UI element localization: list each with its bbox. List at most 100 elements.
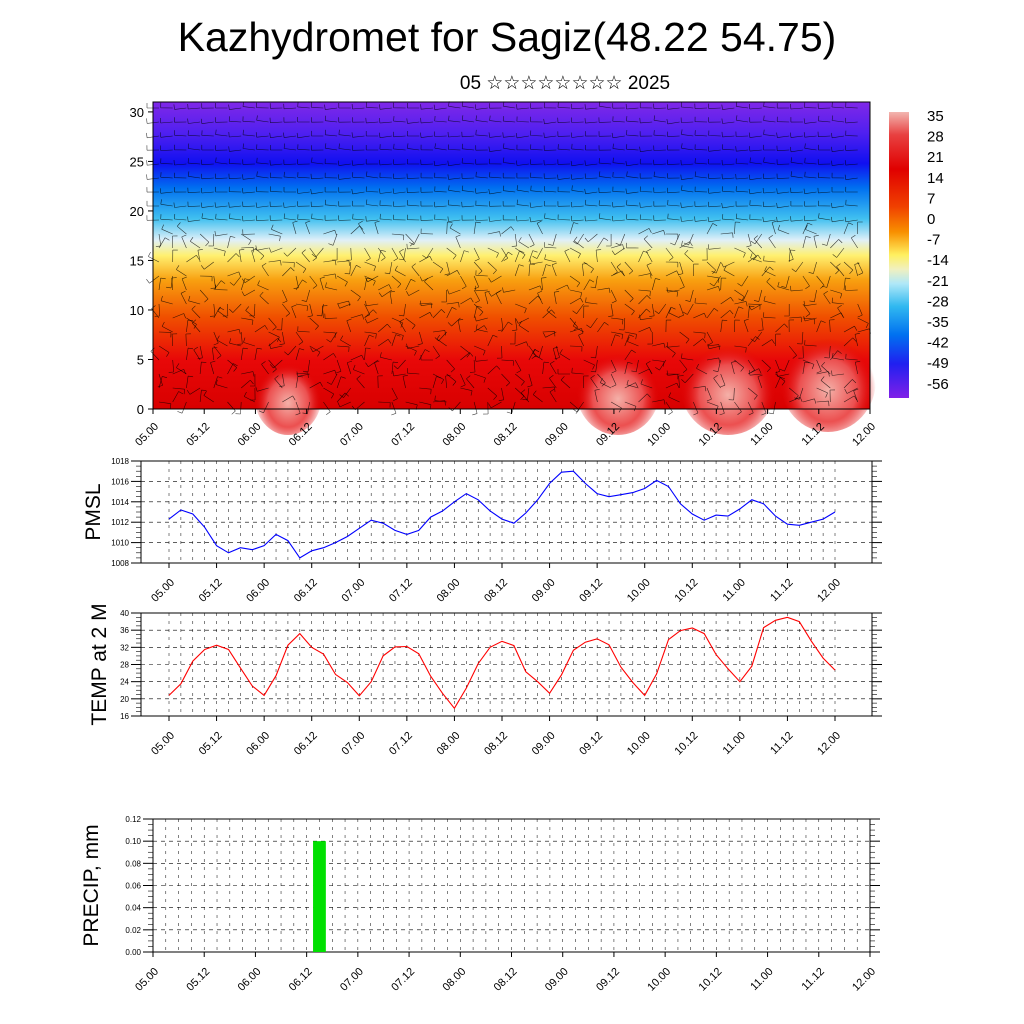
wind-barb — [228, 158, 242, 165]
wind-barb — [706, 357, 720, 363]
wind-barb — [405, 317, 416, 330]
wind-barb — [393, 143, 406, 151]
wind-barb — [639, 186, 653, 193]
wind-barb — [680, 202, 694, 208]
wind-barb — [332, 248, 338, 261]
wind-barb — [241, 289, 256, 297]
wind-barb — [844, 387, 858, 394]
wind-barb — [487, 365, 501, 375]
wind-barb — [515, 132, 529, 139]
y-tick-label: 0.04 — [125, 904, 141, 913]
wind-barb — [461, 201, 475, 208]
wind-barb — [489, 103, 502, 109]
wind-barb — [749, 117, 762, 123]
x-tick-label: 10.12 — [672, 730, 700, 758]
wind-barb — [564, 248, 571, 263]
x-tick-label: 06.12 — [292, 577, 320, 605]
x-tick-label: 09.00 — [543, 966, 571, 994]
wind-barb — [228, 173, 242, 179]
wind-barb — [295, 372, 309, 378]
wind-barb — [337, 303, 351, 309]
wind-barb — [473, 345, 486, 356]
wind-barb — [309, 345, 321, 357]
wind-barb — [585, 297, 598, 305]
wind-barb — [667, 145, 680, 151]
colorbar-labels: 35 28 21 14 7 0 -7 -14 -21 -28 -35 -42 -49 -56 — [927, 108, 949, 393]
wind-barb — [624, 289, 634, 303]
wind-barb — [776, 371, 790, 377]
y-axis-label: PRECIP, mm — [80, 824, 103, 946]
wind-barb — [775, 359, 781, 374]
wind-barb — [446, 247, 457, 260]
x-tick-label: 12.00 — [815, 730, 843, 758]
wind-barb — [296, 371, 310, 377]
wind-barb — [681, 353, 694, 361]
wind-barb — [365, 216, 379, 222]
wind-barb — [653, 215, 666, 221]
wind-barb — [624, 334, 635, 347]
wind-barb — [269, 215, 283, 221]
x-tick-label: 06.12 — [287, 966, 315, 994]
wind-barb — [160, 117, 173, 124]
wind-barb — [447, 289, 461, 295]
wind-barb — [256, 102, 269, 109]
wind-barb — [610, 373, 617, 388]
x-tick-label: 08.00 — [440, 421, 468, 449]
precip-bar — [313, 841, 326, 952]
wind-barb — [626, 214, 639, 221]
wind-barb — [679, 275, 685, 290]
wind-barb — [254, 347, 262, 361]
wind-barb — [446, 221, 453, 235]
wind-barb — [488, 188, 502, 195]
wind-barb — [817, 187, 831, 194]
wind-barb — [444, 261, 450, 276]
wind-barb — [619, 317, 626, 331]
wind-barb — [775, 376, 786, 389]
wind-barb — [831, 172, 845, 179]
plot-frame — [140, 612, 873, 717]
y-tick-label: 16 — [120, 712, 129, 721]
wind-barb — [210, 275, 216, 289]
wind-barb — [544, 254, 557, 263]
wind-barb — [735, 186, 749, 193]
wind-barb — [802, 303, 811, 317]
wind-barb — [721, 118, 735, 124]
wind-barb — [530, 116, 543, 123]
wind-barb — [612, 157, 625, 165]
wind-barb — [295, 261, 307, 274]
wind-barb — [268, 233, 281, 242]
wind-barb — [626, 144, 639, 151]
wind-barb — [610, 289, 617, 304]
wind-barb — [268, 317, 277, 331]
y-axis-label: TEMP at 2 M — [88, 603, 111, 725]
wind-barb — [853, 388, 859, 403]
wind-barb — [553, 291, 560, 305]
wind-barb — [666, 287, 680, 293]
wind-barb — [146, 275, 160, 284]
wind-barb — [432, 261, 444, 274]
wind-barb — [210, 360, 216, 375]
wind-barb — [268, 359, 277, 373]
wind-barb — [301, 289, 310, 302]
wind-barb — [711, 261, 721, 274]
wind-barb — [532, 247, 543, 259]
wind-barb — [282, 261, 295, 268]
wind-barb — [803, 316, 817, 322]
wind-barb — [489, 201, 502, 207]
wind-barb — [419, 349, 430, 361]
x-tick-label: 12.00 — [850, 966, 878, 994]
wind-barb — [434, 186, 447, 193]
wind-barb — [434, 115, 447, 123]
wind-barb — [516, 215, 529, 222]
wind-barb — [338, 143, 351, 151]
wind-barb — [279, 331, 285, 345]
wind-barb — [569, 289, 582, 298]
wind-barb — [557, 214, 571, 221]
wind-barb — [417, 331, 423, 346]
wind-barb — [391, 233, 405, 241]
wind-barb — [337, 345, 350, 352]
wind-barb — [612, 202, 625, 208]
wind-barb — [542, 361, 549, 375]
wind-barb — [598, 213, 612, 221]
wind-barb — [256, 157, 269, 165]
